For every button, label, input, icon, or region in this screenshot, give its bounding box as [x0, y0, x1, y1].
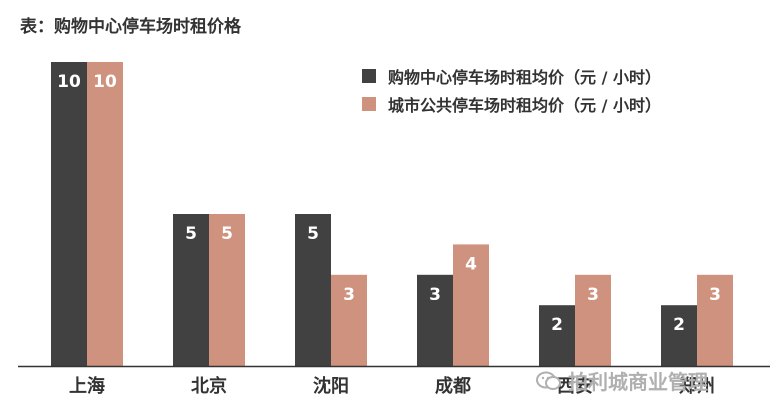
bar-mall-4: [539, 305, 575, 366]
bar-public-4: [575, 274, 611, 366]
category-label-1: 北京: [191, 375, 227, 397]
category-label-4: 西安: [557, 375, 593, 397]
legend-label-mall: 购物中心停车场时租均价（元 / 小时）: [388, 68, 661, 87]
category-label-5: 郑州: [679, 375, 715, 397]
watermark-text: 拍利城商业管理: [568, 370, 708, 394]
data-label-mall-5: 2: [673, 315, 685, 335]
data-label-public-4: 3: [587, 285, 599, 305]
data-label-public-3: 4: [465, 254, 477, 274]
data-label-mall-0: 10: [57, 72, 81, 92]
legend-label-public: 城市公共停车场时租均价（元 / 小时）: [388, 96, 661, 115]
legend-swatch-public: [362, 97, 376, 111]
bar-public-1: [209, 214, 245, 366]
bar-mall-3: [417, 274, 453, 366]
category-label-3: 成都: [435, 375, 471, 397]
data-label-public-0: 10: [93, 72, 117, 92]
bar-mall-1: [173, 214, 209, 366]
watermark: 拍利城商业管理: [536, 366, 708, 395]
bar-mall-2: [295, 214, 331, 366]
bar-public-3: [453, 244, 489, 366]
data-label-mall-3: 3: [429, 285, 441, 305]
category-label-0: 上海: [69, 375, 105, 397]
category-label-2: 沈阳: [313, 375, 349, 397]
bar-mall-5: [661, 305, 697, 366]
bar-mall-0: [51, 62, 87, 366]
bar-public-5: [697, 274, 733, 366]
wechat-icon: [536, 371, 561, 390]
legend-item-mall: 购物中心停车场时租均价（元 / 小时）: [362, 62, 661, 90]
bar-public-2: [331, 274, 367, 366]
legend: 购物中心停车场时租均价（元 / 小时） 城市公共停车场时租均价（元 / 小时）: [362, 62, 661, 118]
chart-title: 表：购物中心停车场时租价格: [20, 17, 241, 37]
data-label-mall-2: 5: [307, 224, 319, 244]
data-label-mall-4: 2: [551, 315, 563, 335]
bar-public-0: [87, 62, 123, 366]
data-label-public-5: 3: [709, 285, 721, 305]
legend-item-public: 城市公共停车场时租均价（元 / 小时）: [362, 90, 661, 118]
legend-swatch-mall: [362, 69, 376, 83]
data-label-public-2: 3: [343, 285, 355, 305]
data-label-mall-1: 5: [185, 224, 197, 244]
data-label-public-1: 5: [221, 224, 233, 244]
